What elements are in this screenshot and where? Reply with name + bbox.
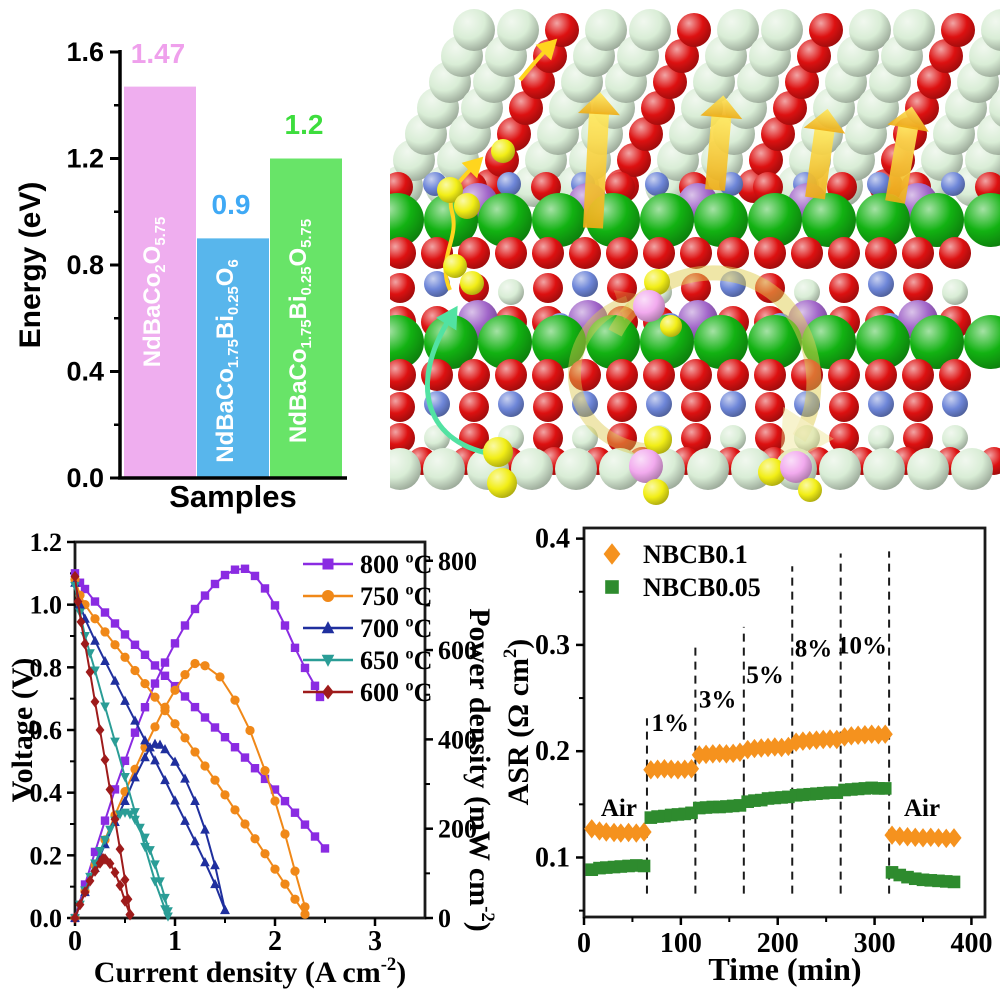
asr-series — [584, 724, 962, 849]
surface-hop-arrow — [518, 38, 558, 82]
svg-text:NBCB0.1: NBCB0.1 — [643, 540, 748, 569]
svg-text:0.8: 0.8 — [30, 653, 63, 682]
bar-value-label: 1.2 — [285, 109, 324, 140]
bar-chart-root: 0.0 0.4 0.8 1.2 1.6 Energy (eV) Samples 1.47 0.9… — [14, 37, 347, 514]
iv-right-axis-label: Power density (mW cm-2) — [463, 608, 498, 932]
crystal-structure-illustration — [390, 9, 1000, 505]
oxygen-channel-arrow — [803, 108, 846, 200]
svg-text:0.4: 0.4 — [30, 779, 63, 808]
iv-left-axis-label: Voltage (V) — [10, 658, 39, 803]
bar-0 — [124, 86, 196, 479]
iv-series — [70, 581, 173, 924]
svg-text:0.6: 0.6 — [30, 716, 63, 745]
svg-text:0.0: 0.0 — [30, 904, 63, 933]
bar-value-label: 0.9 — [212, 189, 251, 220]
region-label: 3% — [699, 687, 737, 714]
bar-value-label: 1.47 — [131, 38, 186, 69]
svg-text:800: 800 — [438, 547, 477, 576]
region-label: 8% — [795, 636, 833, 663]
region-label: 5% — [746, 662, 784, 689]
svg-text:0.0: 0.0 — [66, 463, 104, 493]
svg-text:400: 400 — [438, 725, 477, 754]
iv-series — [70, 570, 135, 924]
svg-text:400: 400 — [950, 928, 992, 959]
oxygen-incorporation-arrow — [425, 305, 499, 458]
svg-text:0.8: 0.8 — [66, 250, 104, 280]
svg-text:750 oC: 750 oC — [360, 582, 432, 611]
iv-power-chart: 0.0 0.2 0.4 0.6 0.8 1.0 1.2 0 200 400 600 800 0 1 2 3 Vo… — [10, 528, 498, 989]
iv-power-chart-panel: 0.0 0.2 0.4 0.6 0.8 1.0 1.2 0 200 400 600 800 0 1 2 3 Vo… — [10, 515, 500, 1000]
region-label: 10% — [837, 632, 887, 659]
region-label: Air — [601, 795, 637, 822]
asr-legend: NBCB0.1 NBCB0.05 — [603, 540, 761, 602]
iv-legend: 800 oC 750 oC 700 oC 650 oC 600 oC — [303, 550, 432, 707]
svg-text:1.0: 1.0 — [30, 591, 63, 620]
crystal-structure-panel — [390, 0, 1000, 515]
svg-text:700 oC: 700 oC — [360, 614, 432, 643]
region-label: 1% — [651, 710, 689, 737]
svg-text:2: 2 — [268, 926, 282, 957]
crystal-lattice — [390, 9, 1000, 505]
svg-text:100: 100 — [660, 928, 702, 959]
asr-chart-root: 0.1 0.2 0.3 0.4 0 100 200 300 400 ASR (Ω cm2) Time… — [500, 524, 992, 987]
asr-time-chart-panel: 0.1 0.2 0.3 0.4 0 100 200 300 400 ASR (Ω cm2) Time… — [500, 515, 1000, 1000]
energy-bar-chart-panel: 0.0 0.4 0.8 1.2 1.6 Energy (eV) Samples 1.47 0.9… — [10, 5, 390, 515]
asr-time-chart: 0.1 0.2 0.3 0.4 0 100 200 300 400 ASR (Ω cm2) Time… — [500, 524, 992, 987]
iv-series — [70, 574, 310, 923]
svg-text:0.2: 0.2 — [535, 736, 570, 767]
svg-text:1.6: 1.6 — [66, 37, 104, 67]
svg-text:800 oC: 800 oC — [360, 550, 432, 579]
svg-text:650 oC: 650 oC — [360, 646, 432, 675]
oxygen-channel-arrow — [700, 95, 743, 191]
asr-x-axis-label: Time (min) — [708, 951, 861, 987]
bar-1 — [197, 238, 269, 478]
svg-text:300: 300 — [854, 928, 896, 959]
asr-y-axis-label: ASR (Ω cm2) — [500, 639, 535, 806]
svg-text:0.2: 0.2 — [30, 841, 63, 870]
bar-formula-label: NdBaCo1.75Bi0.25O5.75 — [285, 219, 315, 443]
svg-text:200: 200 — [757, 928, 799, 959]
energy-bar-chart: 0.0 0.4 0.8 1.2 1.6 Energy (eV) Samples 1.47 0.9… — [14, 37, 347, 514]
bar-y-axis-label: Energy (eV) — [14, 182, 47, 349]
iv-x-axis-label: Current density (A cm-2) — [94, 954, 406, 989]
svg-text:0.4: 0.4 — [66, 357, 104, 387]
oxygen-channel-arrow — [885, 106, 929, 204]
svg-text:1.2: 1.2 — [30, 528, 63, 557]
bar-formula-label: NdBaCo2O5.75 — [139, 217, 169, 368]
bar-x-axis-label: Samples — [169, 479, 297, 514]
oxygen-migration-arc — [568, 290, 649, 457]
svg-text:0.1: 0.1 — [535, 842, 570, 873]
svg-text:1: 1 — [168, 926, 182, 957]
svg-text:600: 600 — [438, 636, 477, 665]
iv-chart-root: 0.0 0.2 0.4 0.6 0.8 1.0 1.2 0 200 400 600 800 0 1 2 3 Vo… — [10, 528, 498, 989]
svg-text:0: 0 — [438, 904, 451, 933]
svg-text:0.3: 0.3 — [535, 630, 570, 661]
svg-text:1.2: 1.2 — [66, 144, 104, 174]
bar-formula-label: NdBaCo1.75Bi0.25O6 — [212, 259, 242, 463]
svg-text:0: 0 — [68, 926, 82, 957]
oxygen-channel-arrow — [577, 92, 620, 229]
svg-text:3: 3 — [368, 926, 382, 957]
svg-text:0: 0 — [577, 928, 591, 959]
region-label: Air — [904, 795, 940, 822]
asr-series — [585, 781, 961, 889]
bar-2 — [270, 158, 342, 478]
svg-text:200: 200 — [438, 815, 477, 844]
svg-text:NBCB0.05: NBCB0.05 — [643, 573, 761, 602]
iv-series — [70, 564, 330, 923]
svg-text:0.4: 0.4 — [535, 524, 570, 555]
svg-text:600 oC: 600 oC — [360, 678, 432, 707]
